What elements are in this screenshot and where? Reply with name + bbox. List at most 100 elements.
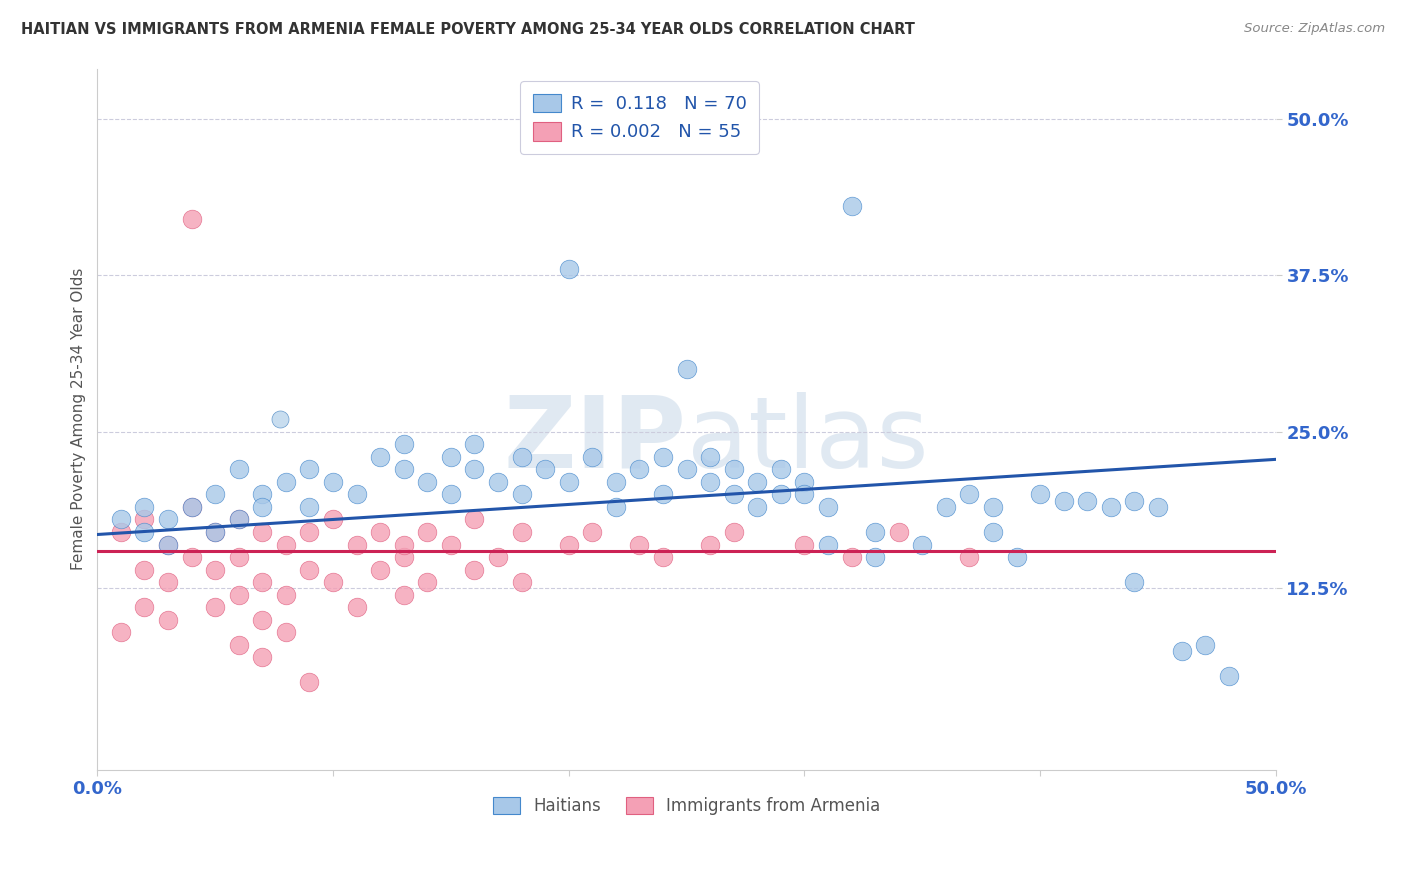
Point: [605, 475, 627, 489]
Point: [675, 462, 697, 476]
Point: [228, 462, 250, 476]
Point: [346, 600, 368, 615]
Point: [793, 475, 815, 489]
Point: [157, 537, 180, 551]
Point: [463, 563, 485, 577]
Point: [769, 487, 792, 501]
Point: [769, 462, 792, 476]
Point: [723, 487, 745, 501]
Point: [652, 487, 675, 501]
Point: [368, 524, 391, 539]
Point: [1123, 493, 1146, 508]
Point: [180, 549, 202, 564]
Point: [368, 563, 391, 577]
Point: [346, 537, 368, 551]
Point: [628, 462, 651, 476]
Point: [228, 549, 250, 564]
Point: [110, 625, 132, 640]
Point: [274, 625, 297, 640]
Point: [652, 450, 675, 464]
Point: [1147, 500, 1170, 514]
Point: [204, 600, 226, 615]
Point: [110, 524, 132, 539]
Point: [157, 512, 180, 526]
Text: atlas: atlas: [686, 392, 928, 489]
Point: [605, 500, 627, 514]
Point: [747, 475, 769, 489]
Y-axis label: Female Poverty Among 25-34 Year Olds: Female Poverty Among 25-34 Year Olds: [72, 268, 86, 571]
Point: [252, 613, 274, 627]
Point: [723, 524, 745, 539]
Point: [252, 500, 274, 514]
Point: [463, 437, 485, 451]
Point: [204, 487, 226, 501]
Point: [510, 450, 533, 464]
Point: [322, 575, 344, 590]
Point: [252, 650, 274, 665]
Point: [959, 549, 981, 564]
Point: [252, 524, 274, 539]
Point: [451, 112, 474, 126]
Point: [723, 462, 745, 476]
Point: [463, 512, 485, 526]
Point: [1029, 487, 1052, 501]
Point: [416, 475, 439, 489]
Point: [274, 537, 297, 551]
Point: [298, 462, 321, 476]
Point: [157, 613, 180, 627]
Point: [134, 524, 156, 539]
Point: [228, 638, 250, 652]
Point: [416, 524, 439, 539]
Point: [1005, 549, 1028, 564]
Point: [1076, 493, 1098, 508]
Point: [817, 500, 839, 514]
Point: [274, 475, 297, 489]
Point: [392, 437, 415, 451]
Text: HAITIAN VS IMMIGRANTS FROM ARMENIA FEMALE POVERTY AMONG 25-34 YEAR OLDS CORRELAT: HAITIAN VS IMMIGRANTS FROM ARMENIA FEMAL…: [21, 22, 915, 37]
Point: [510, 524, 533, 539]
Point: [134, 563, 156, 577]
Point: [935, 500, 957, 514]
Point: [228, 512, 250, 526]
Point: [204, 524, 226, 539]
Point: [346, 487, 368, 501]
Point: [699, 450, 721, 464]
Point: [628, 537, 651, 551]
Point: [959, 487, 981, 501]
Point: [699, 475, 721, 489]
Point: [887, 524, 910, 539]
Point: [1123, 575, 1146, 590]
Point: [322, 475, 344, 489]
Point: [1218, 669, 1240, 683]
Point: [863, 524, 886, 539]
Point: [841, 549, 863, 564]
Point: [252, 487, 274, 501]
Point: [180, 500, 202, 514]
Point: [675, 362, 697, 376]
Point: [298, 563, 321, 577]
Point: [228, 512, 250, 526]
Point: [440, 450, 463, 464]
Point: [1099, 500, 1122, 514]
Point: [863, 549, 886, 564]
Point: [510, 487, 533, 501]
Point: [558, 475, 581, 489]
Point: [157, 575, 180, 590]
Point: [911, 537, 934, 551]
Point: [204, 563, 226, 577]
Point: [110, 512, 132, 526]
Point: [368, 450, 391, 464]
Point: [581, 524, 603, 539]
Point: [793, 537, 815, 551]
Point: [841, 199, 863, 213]
Point: [534, 462, 557, 476]
Point: [134, 600, 156, 615]
Point: [440, 487, 463, 501]
Text: ZIP: ZIP: [503, 392, 686, 489]
Point: [817, 537, 839, 551]
Point: [392, 537, 415, 551]
Point: [486, 549, 509, 564]
Point: [981, 500, 1004, 514]
Point: [322, 512, 344, 526]
Point: [981, 524, 1004, 539]
